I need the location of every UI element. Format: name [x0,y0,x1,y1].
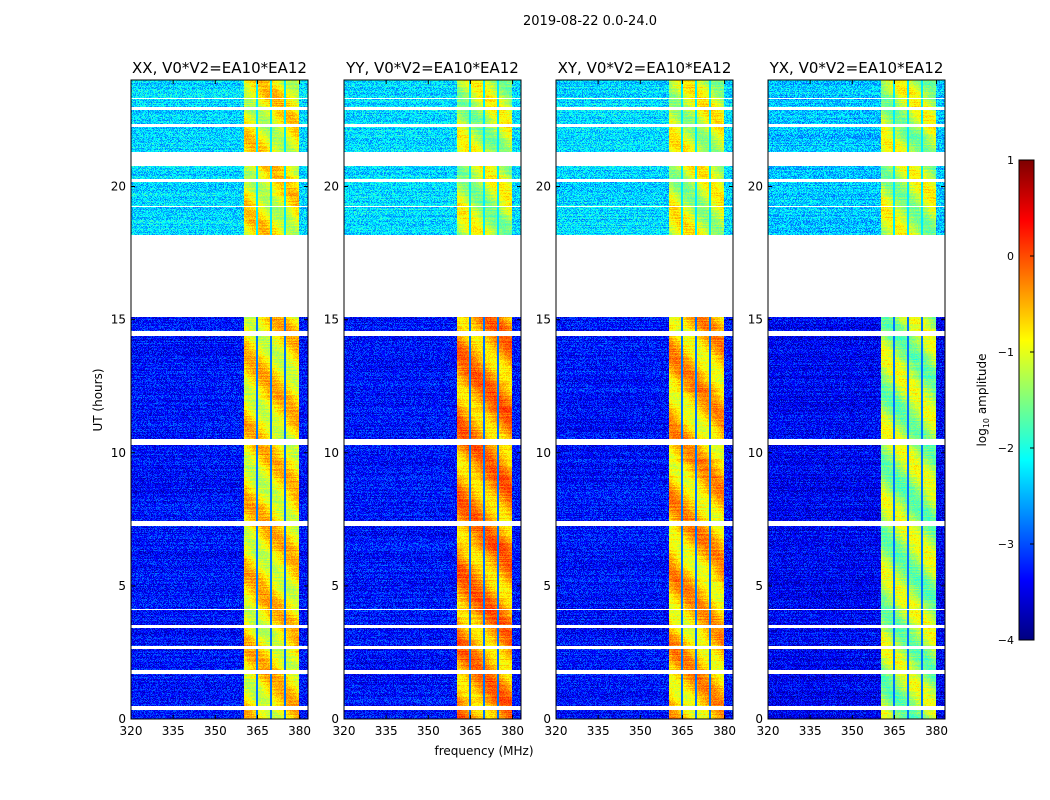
colorbar-frame [1018,159,1035,641]
colorbar-tick-label: −1 [998,346,1014,359]
x-tick-label: 380 [713,724,736,738]
heatmap-yx [768,80,945,719]
y-tick-label: 0 [543,712,551,726]
colorbar-label: log10 amplitude [975,354,991,447]
x-tick-label: 365 [246,724,269,738]
y-tick-label: 0 [331,712,339,726]
panel-title: XY, V0*V2=EA10*EA12 [558,59,732,77]
colorbar-tick-label: 0 [1007,250,1014,263]
y-tick-label: 15 [324,313,339,327]
x-tick-label: 320 [757,724,780,738]
y-tick-label: 0 [118,712,126,726]
x-tick-label: 365 [459,724,482,738]
y-tick-label: 10 [536,446,551,460]
colorbar-tick-label: −4 [998,634,1014,647]
x-tick-label: 335 [587,724,610,738]
y-tick-label: 0 [755,712,763,726]
x-tick-label: 365 [671,724,694,738]
heatmap-xy [556,80,733,719]
x-tick-label: 320 [545,724,568,738]
panel-frame [130,79,309,720]
x-tick-label: 380 [288,724,311,738]
colorbar-tick-label: 1 [1007,154,1014,167]
y-tick-label: 20 [536,180,551,194]
x-tick-label: 335 [799,724,822,738]
panel-frame [767,79,946,720]
y-tick-label: 5 [331,579,339,593]
x-tick-label: 380 [925,724,948,738]
y-tick-label: 5 [543,579,551,593]
heatmap-yy [344,80,521,719]
colorbar-tick-label: −3 [998,538,1014,551]
panel-frame [555,79,734,720]
x-tick-label: 380 [501,724,524,738]
y-tick-label: 5 [118,579,126,593]
panel-title: XX, V0*V2=EA10*EA12 [132,59,307,77]
y-tick-label: 5 [755,579,763,593]
x-tick-label: 335 [162,724,185,738]
y-tick-label: 10 [324,446,339,460]
x-tick-label: 350 [417,724,440,738]
x-tick-label: 365 [883,724,906,738]
x-tick-label: 320 [120,724,143,738]
heatmap-xx [131,80,308,719]
y-tick-label: 15 [536,313,551,327]
x-tick-label: 350 [629,724,652,738]
y-tick-label: 10 [748,446,763,460]
x-tick-label: 320 [333,724,356,738]
colorbar-tick-label: −2 [998,442,1014,455]
y-tick-label: 10 [111,446,126,460]
y-tick-label: 15 [748,313,763,327]
y-tick-label: 20 [324,180,339,194]
x-tick-label: 350 [841,724,864,738]
panel-title: YY, V0*V2=EA10*EA12 [345,59,519,77]
x-axis-label: frequency (MHz) [434,744,533,758]
y-tick-label: 20 [111,180,126,194]
panel-title: YX, V0*V2=EA10*EA12 [769,59,944,77]
y-tick-label: 20 [748,180,763,194]
colorbar [1019,160,1034,640]
y-tick-label: 15 [111,313,126,327]
panel-frame [343,79,522,720]
figure-title: 2019-08-22 0.0-24.0 [523,14,657,29]
x-tick-label: 335 [375,724,398,738]
x-tick-label: 350 [204,724,227,738]
y-axis-label: UT (hours) [91,368,105,431]
